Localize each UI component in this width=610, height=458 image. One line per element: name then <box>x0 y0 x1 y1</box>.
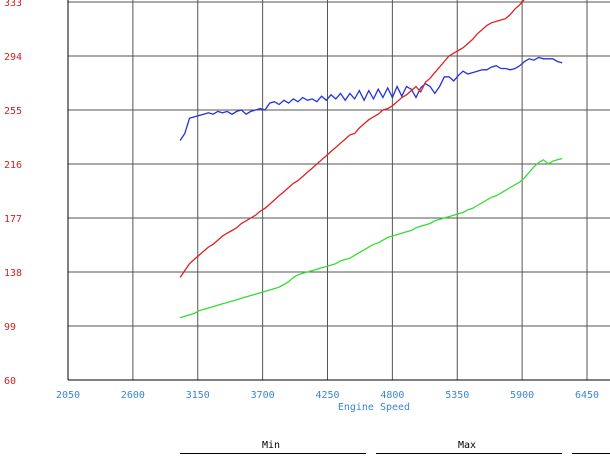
y-tick-label: 255 <box>4 106 22 117</box>
y-tick-label: 216 <box>4 160 22 171</box>
x-tick-label: 2050 <box>56 390 80 401</box>
chart-series <box>179 0 563 319</box>
y-tick-label: 99 <box>4 322 16 333</box>
footer-max-divider <box>376 453 562 454</box>
x-tick-label: 4250 <box>315 390 339 401</box>
x-tick-label: 6450 <box>575 390 599 401</box>
series-line-2 <box>179 0 525 278</box>
x-tick-label: 5900 <box>510 390 534 401</box>
x-tick-label: 2600 <box>121 390 145 401</box>
y-tick-label: 294 <box>4 52 22 63</box>
y-tick-label: 60 <box>4 376 16 387</box>
series-line-1 <box>179 56 563 141</box>
footer-min-label: Min <box>262 440 281 451</box>
x-tick-label: 3150 <box>186 390 210 401</box>
x-tick-label: 4800 <box>380 390 404 401</box>
y-axis-tick-labels: 60 99 138 177 216 255 294 333 <box>4 0 22 387</box>
footer-max-label: Max <box>458 440 477 451</box>
footer-min-divider <box>180 453 366 454</box>
x-axis-label: Engine Speed <box>338 402 410 413</box>
footer-extra-divider <box>572 453 610 454</box>
x-axis-tick-labels: 2050 2600 3150 3700 4250 4800 5350 5900 6450 <box>56 390 599 401</box>
y-tick-label: 138 <box>4 268 22 279</box>
x-tick-label: 5350 <box>445 390 469 401</box>
series-line-3 <box>179 157 563 319</box>
chart-grid <box>67 0 610 381</box>
y-tick-label: 333 <box>4 0 22 9</box>
x-tick-label: 3700 <box>251 390 275 401</box>
y-tick-label: 177 <box>4 214 22 225</box>
